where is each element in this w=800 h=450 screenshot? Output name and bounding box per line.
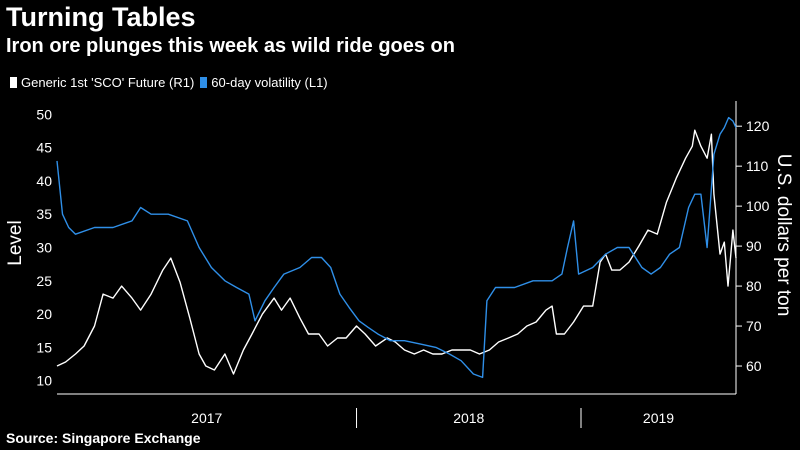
left-tick-label: 25 [36,273,52,289]
left-tick-label: 45 [36,140,52,156]
futures-price-line [56,129,737,375]
year-label: 2017 [191,410,222,426]
right-tick-label: 70 [746,318,762,334]
legend: Generic 1st 'SCO' Future (R1) 60-day vol… [10,75,334,90]
right-tick-label: 90 [746,238,762,254]
left-axis-title: Level [5,220,26,265]
left-axis: 10 15 20 25 30 35 40 45 50 [36,106,52,388]
series-lines [56,116,737,379]
legend-swatch-volatility [200,77,208,88]
source-note: Source: Singapore Exchange [6,430,201,446]
legend-item-futures: Generic 1st 'SCO' Future (R1) [10,75,194,90]
right-axis: 60 70 80 90 100 110 120 [735,101,770,394]
left-tick-label: 40 [36,173,52,189]
left-tick-label: 15 [36,339,52,355]
year-label: 2018 [453,410,484,426]
left-tick-label: 50 [36,106,52,122]
right-tick-label: 80 [746,278,762,294]
left-tick-label: 10 [36,373,52,389]
legend-swatch-futures [10,77,17,88]
legend-item-volatility: 60-day volatility (L1) [200,75,328,90]
year-label: 2019 [643,410,674,426]
chart-subtitle: Iron ore plunges this week as wild ride … [6,35,455,57]
right-tick-label: 100 [746,198,770,214]
left-tick-label: 20 [36,306,52,322]
left-tick-label: 30 [36,240,52,256]
volatility-line [56,116,737,379]
chart-title: Turning Tables [6,2,196,32]
legend-label-futures: Generic 1st 'SCO' Future (R1) [21,75,195,90]
right-tick-label: 120 [746,118,770,134]
right-axis-title: U.S. dollars per ton [773,154,794,317]
left-tick-label: 35 [36,206,52,222]
right-tick-label: 60 [746,358,762,374]
x-axis-labels: 2017 2018 2019 [191,408,674,428]
right-tick-label: 110 [746,158,769,174]
legend-label-volatility: 60-day volatility (L1) [211,75,328,90]
